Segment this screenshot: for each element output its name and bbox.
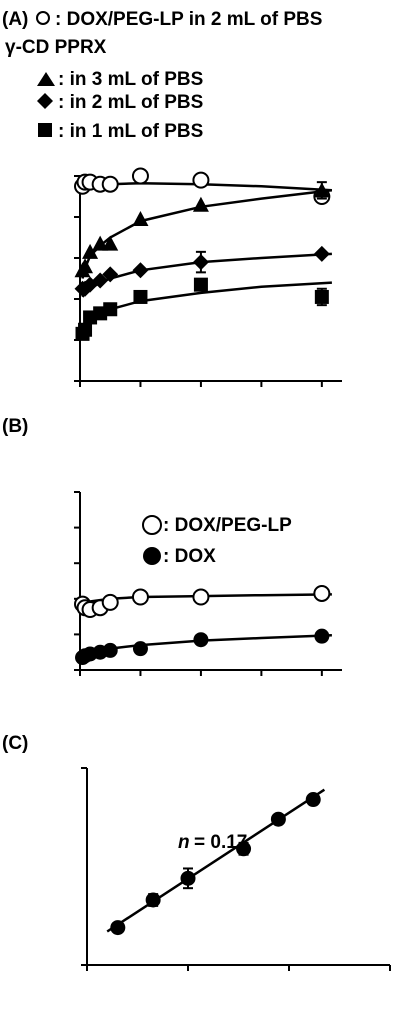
data-point-open-circle [131, 588, 149, 606]
data-point-filled-circle [314, 628, 330, 644]
fit-line [81, 189, 333, 279]
data-point-triangle [132, 211, 149, 227]
legend-marker-diamond [37, 93, 53, 109]
data-point-open-circle [192, 588, 210, 606]
legend-marker-square [38, 123, 52, 137]
data-point-square [314, 289, 329, 304]
data-point-filled-circle [305, 792, 321, 808]
data-point-filled-circle [193, 632, 209, 648]
data-point-filled-circle [180, 870, 196, 886]
legend-marker-triangle [37, 72, 55, 86]
panel-label-a: (A) [2, 9, 28, 30]
slope-annotation-symbol: n [178, 832, 190, 853]
legend-label: : DOX [163, 546, 216, 567]
data-point-filled-circle [132, 641, 148, 657]
legend-label: : in 3 mL of PBS [58, 69, 203, 90]
data-point-square [78, 322, 93, 337]
legend-marker-filled-circle [143, 547, 161, 565]
data-point-filled-circle [270, 811, 286, 827]
legend-label: : in 1 mL of PBS [58, 121, 203, 142]
data-point-triangle [192, 196, 209, 212]
data-point-filled-circle [236, 841, 252, 857]
data-point-triangle [313, 182, 330, 198]
data-point-diamond [132, 262, 149, 279]
legend-group-title: γ-CD PPRX [5, 37, 107, 58]
legend-b: : DOX/PEG-LP : DOX [142, 515, 292, 567]
data-point-diamond [102, 266, 119, 283]
data-point-open-circle [131, 167, 149, 185]
data-point-open-circle [101, 175, 119, 193]
data-point-triangle [102, 235, 119, 251]
data-point-triangle [92, 235, 109, 251]
legend-a: : DOX/PEG-LP in 2 mL of PBS γ-CD PPRX : … [5, 9, 322, 142]
legend-marker-open-circle [36, 11, 50, 25]
fit-line [106, 788, 326, 933]
data-point-open-circle [101, 593, 119, 611]
data-point-filled-circle [110, 920, 126, 936]
chart-c [81, 767, 391, 971]
data-point-filled-circle [102, 642, 118, 658]
data-point-diamond [313, 245, 330, 262]
data-point-triangle [77, 258, 94, 274]
chart-b [74, 491, 342, 676]
data-point-diamond [192, 254, 209, 271]
data-point-diamond [92, 272, 109, 289]
panel-label-c: (C) [2, 733, 28, 754]
data-point-open-circle [313, 584, 331, 602]
data-point-triangle [82, 243, 99, 259]
legend-marker-open-circle [142, 515, 162, 535]
data-point-filled-circle [145, 892, 161, 908]
legend-label: : DOX/PEG-LP [163, 515, 292, 536]
data-point-open-circle [192, 171, 210, 189]
data-point-square [103, 302, 118, 317]
chart-a [74, 167, 342, 387]
legend-label: : in 2 mL of PBS [58, 92, 203, 113]
data-point-square [133, 289, 148, 304]
data-point-square [193, 277, 208, 292]
panel-label-b: (B) [2, 416, 28, 437]
legend-label: : DOX/PEG-LP in 2 mL of PBS [55, 9, 322, 30]
